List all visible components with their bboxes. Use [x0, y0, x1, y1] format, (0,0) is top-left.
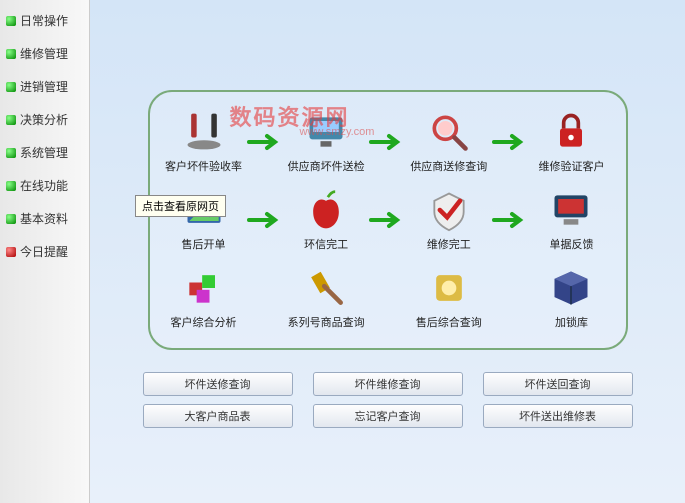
arrow-icon: [247, 211, 283, 229]
dot-icon: [6, 148, 16, 158]
workflow-row: 客户坏件验收率 供应商坏件送检 供应商送修查询 维修验证客户: [164, 110, 612, 174]
workflow-box: 数码资源网 www.smzy.com 客户坏件验收率 供应商坏件送检 供应商送修…: [148, 90, 628, 350]
check-icon: [427, 188, 471, 232]
blocks-icon: [182, 266, 226, 310]
apple-icon: [304, 188, 348, 232]
sidebar-item-decision[interactable]: 决策分析: [4, 105, 85, 134]
workflow-cell-label: 维修完工: [427, 236, 471, 252]
display-icon: [304, 110, 348, 154]
sidebar-item-label: 进销管理: [20, 78, 68, 95]
dot-icon: [6, 181, 16, 191]
arrow-icon: [492, 211, 528, 229]
cube-icon: [549, 266, 593, 310]
workflow-cell-serial-query[interactable]: 系列号商品查询: [286, 266, 366, 330]
sidebar-item-label: 系统管理: [20, 144, 68, 161]
sidebar-item-label: 基本资料: [20, 210, 68, 227]
workflow-cell-label: 供应商坏件送检: [288, 158, 365, 174]
workflow-cell-supplier-query[interactable]: 供应商送修查询: [409, 110, 489, 174]
workflow-row: 客户综合分析 系列号商品查询 售后综合查询 加锁库: [164, 266, 612, 330]
workflow-cell-after-sale-query[interactable]: 售后综合查询: [409, 266, 489, 330]
dot-icon: [6, 115, 16, 125]
arrow-icon: [247, 133, 283, 151]
btn-big-customer[interactable]: 大客户商品表: [143, 404, 293, 428]
sidebar-item-repair[interactable]: 维修管理: [4, 39, 85, 68]
workflow-row: 售后开单 环信完工 维修完工 单据反馈: [164, 188, 612, 252]
tooltip: 点击查看原网页: [135, 195, 226, 217]
sidebar: 日常操作 维修管理 进销管理 决策分析 系统管理 在线功能 基本资料 今日提醒: [0, 0, 90, 503]
sidebar-item-label: 今日提醒: [20, 243, 68, 260]
sidebar-item-label: 决策分析: [20, 111, 68, 128]
workflow-cell-customer-bad-parts[interactable]: 客户坏件验收率: [164, 110, 244, 174]
workflow-cell-customer-analysis[interactable]: 客户综合分析: [164, 266, 244, 330]
btn-forget-customer[interactable]: 忘记客户查询: [313, 404, 463, 428]
magnify-icon: [427, 110, 471, 154]
workflow-cell-label: 售后综合查询: [416, 314, 482, 330]
dot-icon: [6, 16, 16, 26]
workflow-cell-label: 维修验证客户: [538, 158, 604, 174]
workflow-cell-label: 售后开单: [182, 236, 226, 252]
sidebar-item-today[interactable]: 今日提醒: [4, 237, 85, 266]
btn-bad-send-query[interactable]: 坏件送修查询: [143, 372, 293, 396]
workflow-cell-lock-store[interactable]: 加锁库: [531, 266, 611, 330]
workflow-cell-repair-complete[interactable]: 维修完工: [409, 188, 489, 252]
sidebar-item-label: 维修管理: [20, 45, 68, 62]
workflow-cell-ring-complete[interactable]: 环信完工: [286, 188, 366, 252]
workflow-cell-bill-feedback[interactable]: 单据反馈: [531, 188, 611, 252]
dot-icon: [6, 49, 16, 59]
arrow-icon: [492, 133, 528, 151]
tool-icon: [182, 110, 226, 154]
workflow-cell-label: 加锁库: [555, 314, 588, 330]
workflow-cell-label: 供应商送修查询: [410, 158, 487, 174]
dot-icon: [6, 247, 16, 257]
arrow-icon: [369, 211, 405, 229]
workflow-cell-label: 客户坏件验收率: [165, 158, 242, 174]
workflow-cell-label: 环信完工: [304, 236, 348, 252]
arrow-icon: [369, 133, 405, 151]
main-panel: 点击查看原网页 数码资源网 www.smzy.com 客户坏件验收率 供应商坏件…: [90, 0, 685, 503]
workflow-cell-repair-verify[interactable]: 维修验证客户: [531, 110, 611, 174]
sidebar-item-label: 日常操作: [20, 12, 68, 29]
badge-icon: [427, 266, 471, 310]
sidebar-item-basic[interactable]: 基本资料: [4, 204, 85, 233]
lock-icon: [549, 110, 593, 154]
workflow-cell-label: 单据反馈: [549, 236, 593, 252]
sidebar-item-stock[interactable]: 进销管理: [4, 72, 85, 101]
gavel-icon: [304, 266, 348, 310]
sidebar-item-system[interactable]: 系统管理: [4, 138, 85, 167]
btn-bad-return-query[interactable]: 坏件送回查询: [483, 372, 633, 396]
dot-icon: [6, 82, 16, 92]
bottom-button-row: 坏件送修查询 坏件维修查询 坏件送回查询 大客户商品表 忘记客户查询 坏件送出维…: [143, 372, 633, 436]
monitor-icon: [549, 188, 593, 232]
workflow-cell-label: 系列号商品查询: [288, 314, 365, 330]
workflow-cell-supplier-send[interactable]: 供应商坏件送检: [286, 110, 366, 174]
sidebar-item-label: 在线功能: [20, 177, 68, 194]
sidebar-item-daily[interactable]: 日常操作: [4, 6, 85, 35]
btn-bad-out-repair[interactable]: 坏件送出维修表: [483, 404, 633, 428]
sidebar-item-online[interactable]: 在线功能: [4, 171, 85, 200]
dot-icon: [6, 214, 16, 224]
btn-bad-repair-query[interactable]: 坏件维修查询: [313, 372, 463, 396]
workflow-cell-label: 客户综合分析: [171, 314, 237, 330]
